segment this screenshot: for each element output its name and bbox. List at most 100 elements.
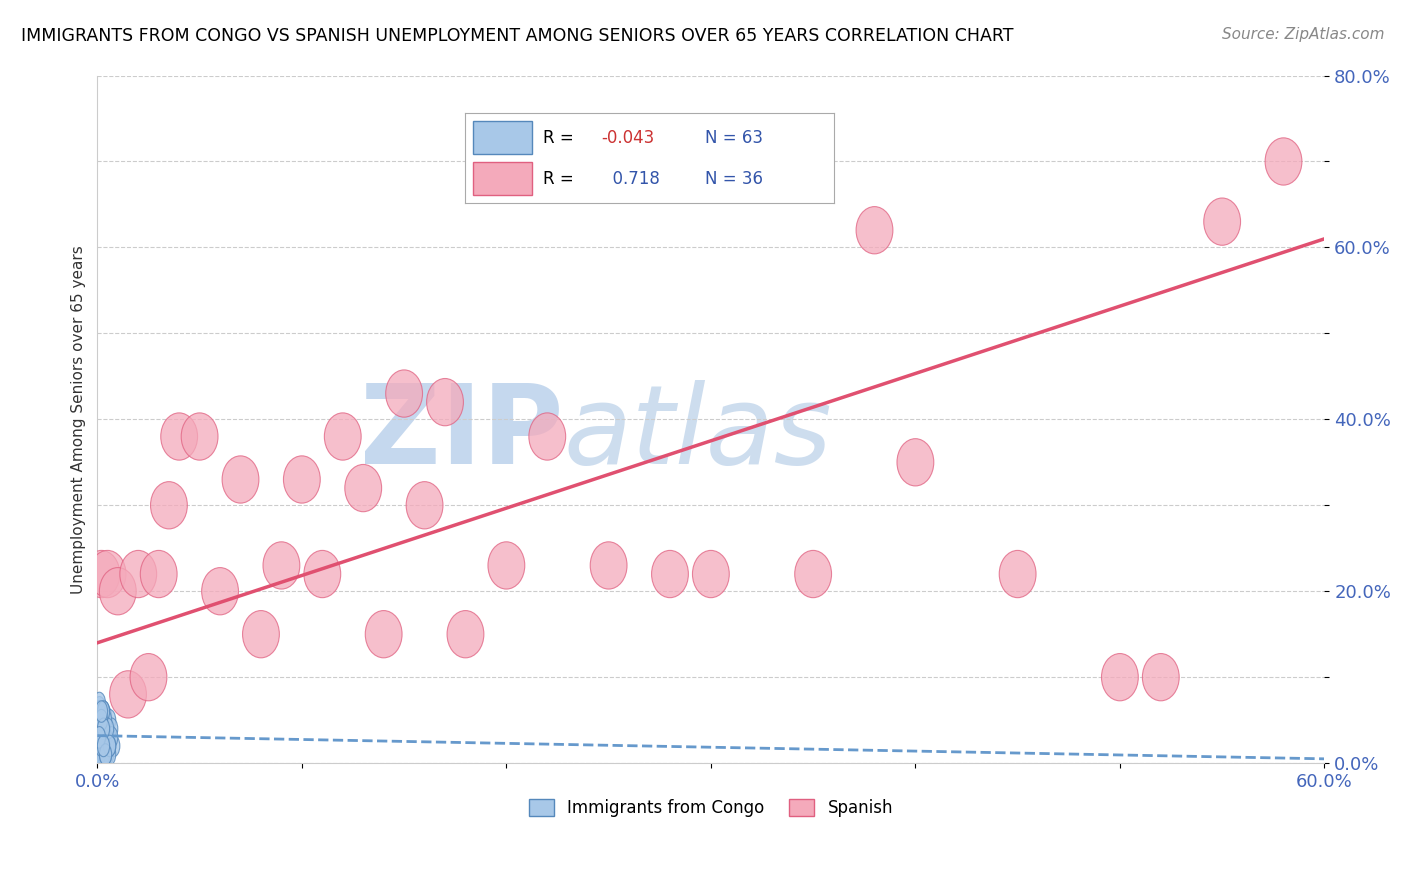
- Ellipse shape: [160, 413, 198, 460]
- Ellipse shape: [93, 748, 105, 770]
- Ellipse shape: [96, 744, 108, 765]
- Ellipse shape: [108, 735, 120, 756]
- Ellipse shape: [366, 610, 402, 657]
- Ellipse shape: [93, 718, 105, 739]
- Ellipse shape: [100, 727, 111, 748]
- Ellipse shape: [100, 744, 111, 765]
- Ellipse shape: [96, 714, 108, 735]
- Ellipse shape: [83, 550, 120, 598]
- Ellipse shape: [96, 727, 108, 748]
- Ellipse shape: [96, 744, 108, 765]
- Legend: Immigrants from Congo, Spanish: Immigrants from Congo, Spanish: [522, 792, 900, 823]
- Ellipse shape: [101, 735, 114, 756]
- Ellipse shape: [406, 482, 443, 529]
- Ellipse shape: [263, 541, 299, 589]
- Ellipse shape: [447, 610, 484, 657]
- Ellipse shape: [96, 735, 108, 756]
- Ellipse shape: [104, 735, 115, 756]
- Ellipse shape: [93, 697, 105, 718]
- Ellipse shape: [96, 718, 108, 739]
- Ellipse shape: [96, 709, 108, 731]
- Ellipse shape: [96, 739, 108, 761]
- Ellipse shape: [591, 541, 627, 589]
- Ellipse shape: [344, 465, 381, 512]
- Ellipse shape: [284, 456, 321, 503]
- Ellipse shape: [110, 671, 146, 718]
- Text: IMMIGRANTS FROM CONGO VS SPANISH UNEMPLOYMENT AMONG SENIORS OVER 65 YEARS CORREL: IMMIGRANTS FROM CONGO VS SPANISH UNEMPLO…: [21, 27, 1014, 45]
- Ellipse shape: [693, 550, 730, 598]
- Ellipse shape: [897, 439, 934, 486]
- Ellipse shape: [93, 701, 105, 723]
- Ellipse shape: [93, 709, 105, 731]
- Ellipse shape: [97, 701, 110, 723]
- Ellipse shape: [97, 709, 110, 731]
- Ellipse shape: [96, 709, 108, 731]
- Ellipse shape: [104, 744, 115, 765]
- Ellipse shape: [794, 550, 831, 598]
- Ellipse shape: [426, 378, 464, 425]
- Ellipse shape: [100, 744, 111, 765]
- Ellipse shape: [104, 735, 115, 756]
- Ellipse shape: [97, 744, 110, 765]
- Ellipse shape: [96, 735, 108, 756]
- Ellipse shape: [1101, 654, 1139, 701]
- Text: atlas: atlas: [564, 380, 832, 486]
- Ellipse shape: [97, 723, 110, 744]
- Ellipse shape: [100, 727, 111, 748]
- Ellipse shape: [97, 718, 110, 739]
- Ellipse shape: [100, 735, 111, 756]
- Ellipse shape: [181, 413, 218, 460]
- Ellipse shape: [104, 709, 115, 731]
- Ellipse shape: [89, 550, 127, 598]
- Ellipse shape: [105, 727, 118, 748]
- Text: Source: ZipAtlas.com: Source: ZipAtlas.com: [1222, 27, 1385, 42]
- Y-axis label: Unemployment Among Seniors over 65 years: Unemployment Among Seniors over 65 years: [72, 245, 86, 594]
- Ellipse shape: [93, 718, 105, 739]
- Ellipse shape: [101, 735, 114, 756]
- Ellipse shape: [120, 550, 156, 598]
- Ellipse shape: [243, 610, 280, 657]
- Ellipse shape: [101, 744, 114, 765]
- Ellipse shape: [100, 727, 111, 748]
- Ellipse shape: [97, 727, 110, 748]
- Ellipse shape: [93, 701, 105, 723]
- Ellipse shape: [101, 735, 114, 756]
- Ellipse shape: [201, 567, 239, 615]
- Ellipse shape: [96, 727, 108, 748]
- Ellipse shape: [488, 541, 524, 589]
- Ellipse shape: [100, 709, 111, 731]
- Ellipse shape: [304, 550, 340, 598]
- Ellipse shape: [1204, 198, 1240, 245]
- Ellipse shape: [1265, 138, 1302, 186]
- Ellipse shape: [104, 727, 115, 748]
- Ellipse shape: [100, 705, 111, 727]
- Ellipse shape: [96, 701, 108, 723]
- Ellipse shape: [101, 718, 114, 739]
- Ellipse shape: [93, 692, 105, 714]
- Ellipse shape: [222, 456, 259, 503]
- Ellipse shape: [93, 727, 105, 748]
- Ellipse shape: [150, 482, 187, 529]
- Ellipse shape: [100, 567, 136, 615]
- Ellipse shape: [97, 735, 110, 756]
- Ellipse shape: [141, 550, 177, 598]
- Ellipse shape: [93, 744, 105, 765]
- Ellipse shape: [97, 701, 110, 723]
- Ellipse shape: [529, 413, 565, 460]
- Ellipse shape: [96, 718, 108, 739]
- Ellipse shape: [93, 727, 105, 748]
- Ellipse shape: [1143, 654, 1180, 701]
- Ellipse shape: [100, 744, 111, 765]
- Ellipse shape: [93, 731, 105, 752]
- Ellipse shape: [93, 744, 105, 765]
- Ellipse shape: [97, 718, 110, 739]
- Ellipse shape: [93, 718, 105, 739]
- Ellipse shape: [97, 701, 110, 723]
- Ellipse shape: [96, 735, 108, 756]
- Text: ZIP: ZIP: [360, 380, 564, 486]
- Ellipse shape: [856, 207, 893, 254]
- Ellipse shape: [651, 550, 689, 598]
- Ellipse shape: [1000, 550, 1036, 598]
- Ellipse shape: [131, 654, 167, 701]
- Ellipse shape: [97, 727, 110, 748]
